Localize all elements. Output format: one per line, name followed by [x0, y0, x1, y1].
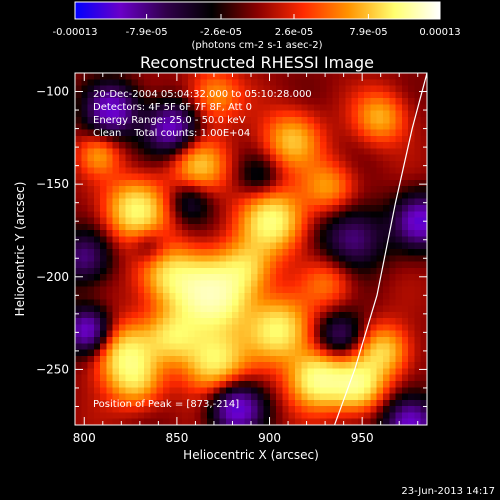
x-axis-label: Heliocentric X (arcsec) — [183, 448, 319, 462]
solar-limb-line — [333, 73, 427, 425]
heatmap-image — [75, 73, 427, 425]
annotation-detectors: Detectors: 4F 5F 6F 7F 8F, Att 0 — [93, 102, 252, 113]
colorbar — [74, 1, 441, 20]
colorbar-tick-label: 2.6e-05 — [275, 27, 313, 38]
x-tick-label: 900 — [258, 431, 281, 445]
colorbar-tick-label: -7.9e-05 — [126, 27, 168, 38]
colorbar-ticks: -0.00013 -7.9e-05 -2.6e-05 2.6e-05 7.9e-05 0.… — [53, 14, 461, 38]
colorbar-tick-label: -2.6e-05 — [200, 27, 242, 38]
y-tick-label: −200 — [36, 270, 69, 284]
y-axis-label: Heliocentric Y (arcsec) — [13, 182, 27, 317]
peak-position-label: Position of Peak = [873,-214] — [93, 399, 239, 410]
chart-title: Reconstructed RHESSI Image — [140, 53, 374, 72]
x-tick-label: 950 — [351, 431, 374, 445]
colorbar-unit-label: (photons cm-2 s-1 asec-2) — [191, 40, 322, 51]
annotation-energy-range: Energy Range: 25.0 - 50.0 keV — [93, 115, 246, 126]
y-tick-label: −100 — [36, 85, 69, 99]
y-tick-label: −250 — [36, 362, 69, 376]
annotation-clean-counts: Clean Total counts: 1.00E+04 — [93, 128, 250, 139]
timestamp: 23-Jun-2013 14:17 — [401, 486, 495, 497]
annotation-block: 20-Dec-2004 05:04:32.000 to 05:10:28.000… — [93, 89, 312, 139]
y-axis: −100 −150 −200 −250 — [36, 72, 427, 426]
colorbar-tick-label: -0.00013 — [53, 27, 98, 38]
x-tick-label: 850 — [165, 431, 188, 445]
x-tick-label: 800 — [73, 431, 96, 445]
annotation-time-range: 20-Dec-2004 05:04:32.000 to 05:10:28.000 — [93, 89, 312, 100]
colorbar-tick-label: 7.9e-05 — [349, 27, 387, 38]
colorbar-tick-label: 0.00013 — [419, 27, 460, 38]
x-axis: 800 850 900 950 — [73, 73, 419, 445]
y-tick-label: −150 — [36, 177, 69, 191]
